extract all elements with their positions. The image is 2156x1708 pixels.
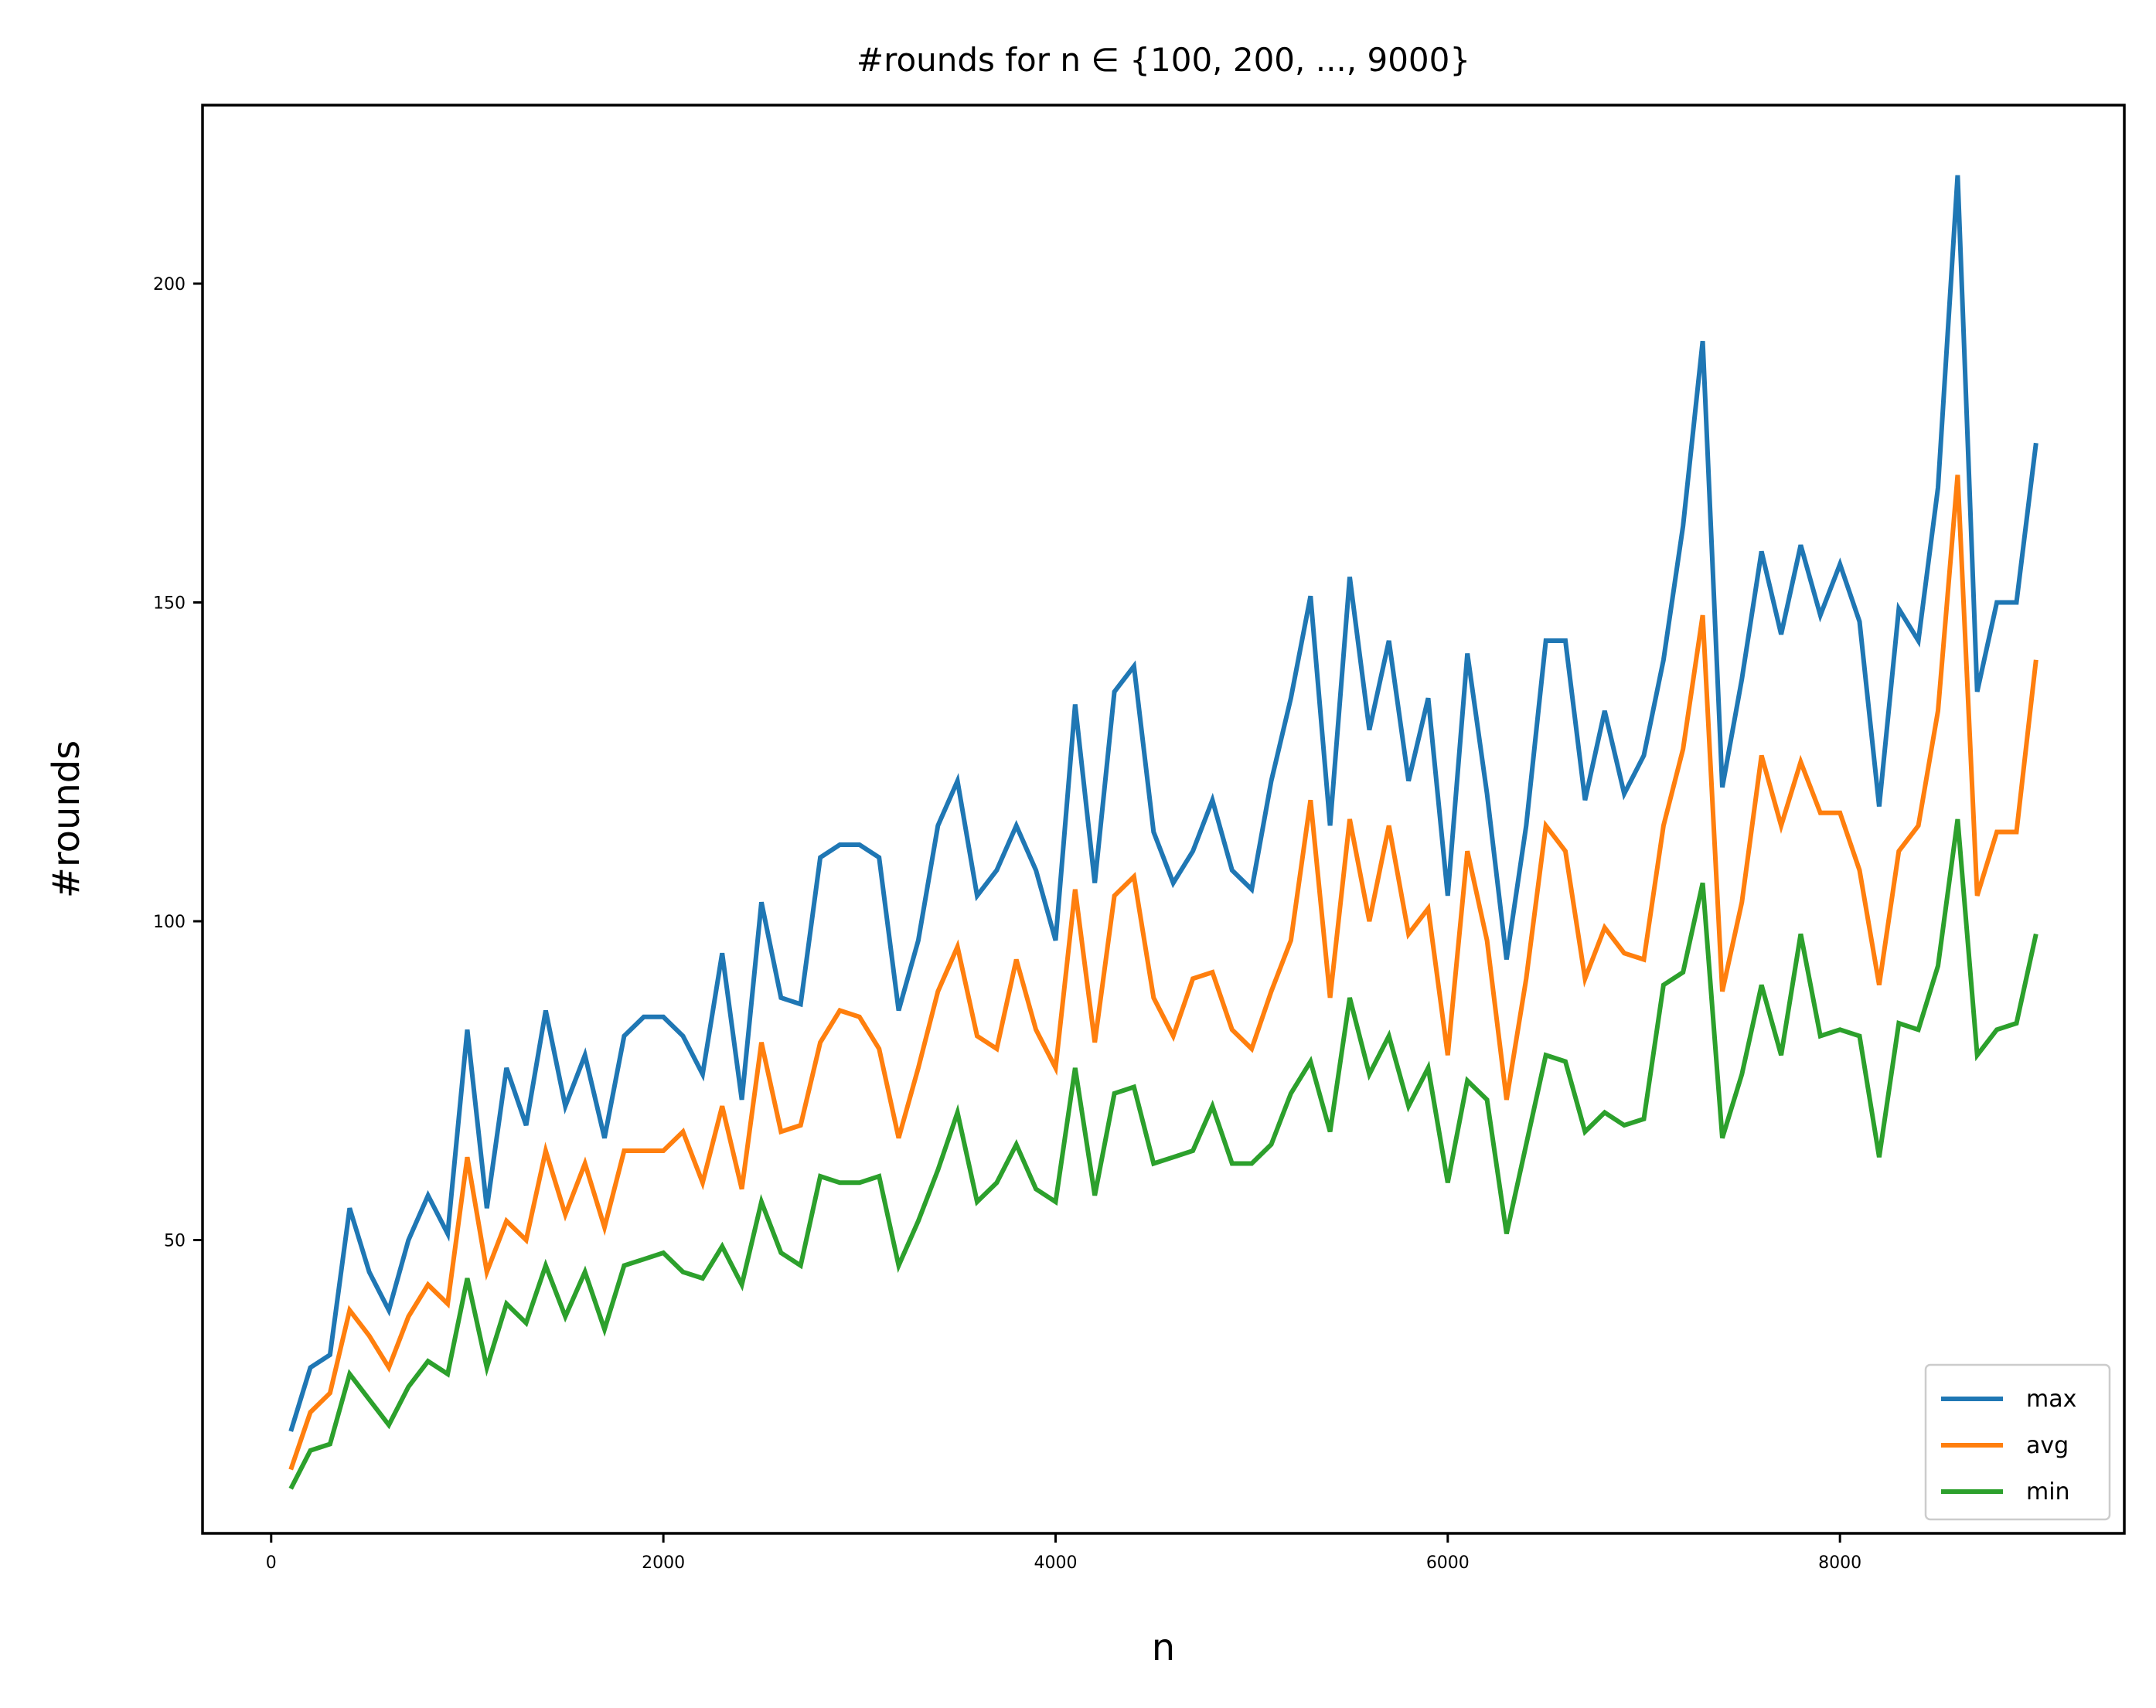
plot-frame [201, 104, 2126, 1535]
legend-label-avg: avg [2026, 1432, 2069, 1459]
x-tick-label: 8000 [1818, 1553, 1861, 1573]
y-axis-ticks: 50 100 150 200 [153, 275, 203, 1251]
x-tick-label: 6000 [1426, 1553, 1470, 1573]
x-axis-ticks: 0 2000 4000 6000 8000 [266, 1533, 1861, 1573]
x-tick-label: 0 [266, 1553, 277, 1573]
series-layer [288, 175, 2038, 1490]
y-tick-label: 200 [153, 275, 186, 294]
y-tick-label: 100 [153, 913, 186, 932]
legend: max avg min [1924, 1363, 2111, 1521]
x-axis-label: n [1152, 1626, 1175, 1669]
chart-title: #rounds for n ∈ {100, 200, ..., 9000} [857, 41, 1470, 79]
y-tick-label: 50 [164, 1232, 186, 1251]
y-tick-label: 150 [153, 594, 186, 614]
x-tick-label: 2000 [642, 1553, 685, 1573]
series-line-avg [288, 475, 2038, 1471]
y-axis-label: #rounds [45, 740, 88, 899]
legend-box [1924, 1363, 2111, 1521]
x-tick-label: 4000 [1034, 1553, 1077, 1573]
series-line-max [288, 175, 2038, 1432]
series-line-min [288, 818, 2038, 1490]
legend-label-max: max [2026, 1386, 2076, 1413]
legend-label-min: min [2026, 1478, 2070, 1506]
